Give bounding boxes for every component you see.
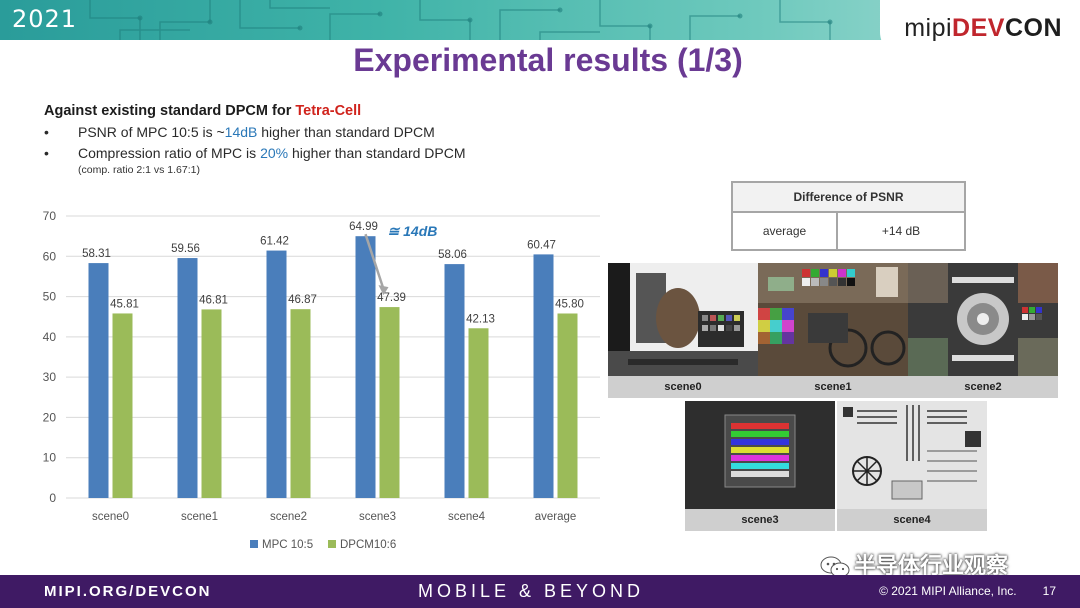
legend-swatch — [250, 540, 258, 548]
subtitle: Against existing standard DPCM for Tetra… — [44, 103, 362, 119]
bar-mpc-10-5-average — [533, 254, 554, 498]
x-tick-label: scene2 — [270, 511, 307, 523]
bar-dpcm10-6-scene1 — [201, 309, 222, 498]
slide-title: Experimental results (1/3) — [353, 42, 743, 78]
y-tick-label: 0 — [49, 491, 56, 505]
data-label: 58.06 — [438, 249, 467, 261]
scene4-caption: scene4 — [837, 509, 987, 531]
watermark: 半导体行业观察 — [820, 548, 1008, 580]
y-tick-label: 50 — [43, 290, 57, 304]
difference-arrow-head — [378, 285, 389, 296]
psnr-table-label: average — [731, 211, 838, 251]
bar-mpc-10-5-scene2 — [266, 250, 287, 498]
footer-copyright: © 2021 MIPI Alliance, Inc. 17 — [879, 584, 1056, 598]
data-label: 45.80 — [555, 298, 584, 310]
footer-bar: MIPI.ORG/DEVCON MOBILE & BEYOND © 2021 M… — [0, 575, 1080, 608]
scene4-thumbnail: scene4 — [837, 401, 987, 531]
bullet-psnr: • PSNR of MPC 10:5 is ~14dB higher than s… — [44, 124, 435, 140]
data-label: 61.42 — [260, 236, 289, 248]
logo-box: mipiDEVCON — [880, 0, 1080, 58]
psnr-bar-chart: 0 10 20 30 40 50 60 70 scene0 58.31 45.81 scene1 59.… — [43, 209, 600, 551]
bar-dpcm10-6-scene2 — [290, 309, 311, 498]
scene3-caption: scene3 — [685, 509, 835, 531]
wechat-icon — [820, 556, 850, 578]
legend-label: DPCM10:6 — [340, 539, 396, 551]
circuit-pattern — [89, 0, 833, 40]
difference-annotation: ≅ 14dB — [388, 223, 438, 239]
y-tick-label: 70 — [43, 209, 57, 223]
bar-dpcm10-6-scene0 — [112, 313, 133, 498]
data-label: 60.47 — [527, 239, 556, 251]
scene1-caption: scene1 — [758, 376, 908, 398]
y-tick-label: 60 — [43, 249, 57, 263]
mipi-devcon-logo: mipiDEVCON — [904, 14, 1062, 42]
y-tick-label: 30 — [43, 370, 57, 384]
bar-mpc-10-5-scene1 — [177, 258, 198, 498]
bar-mpc-10-5-scene4 — [444, 264, 465, 498]
page-number: 17 — [1042, 584, 1056, 598]
data-label: 59.56 — [171, 243, 200, 255]
data-label: 46.87 — [288, 294, 317, 306]
bar-mpc-10-5-scene3 — [355, 236, 376, 498]
scene0-thumbnail: scene0 — [608, 263, 758, 398]
data-label: 58.31 — [82, 248, 111, 260]
legend-label: MPC 10:5 — [262, 539, 313, 551]
x-tick-label: scene4 — [448, 511, 486, 523]
legend-swatch — [328, 540, 336, 548]
year-label: 2021 — [12, 5, 78, 33]
data-label: 47.39 — [377, 292, 406, 304]
bullet-compression: • Compression ratio of MPC is 20% higher … — [44, 145, 466, 161]
bar-dpcm10-6-scene4 — [468, 328, 489, 498]
bar-dpcm10-6-scene3 — [379, 307, 400, 498]
difference-arrow — [364, 233, 385, 290]
data-label: 42.13 — [466, 313, 495, 325]
x-tick-label: average — [535, 511, 577, 523]
bar-mpc-10-5-scene0 — [88, 263, 109, 498]
data-label: 45.81 — [110, 298, 139, 310]
footer-url: MIPI.ORG/DEVCON — [44, 583, 212, 600]
bar-dpcm10-6-average — [557, 313, 578, 498]
psnr-table-value: +14 dB — [836, 211, 966, 251]
data-label: 64.99 — [349, 221, 378, 233]
scene3-thumbnail: scene3 — [685, 401, 835, 531]
psnr-table-header: Difference of PSNR — [731, 181, 966, 213]
scene1-thumbnail: scene1 — [758, 263, 908, 398]
footer-tagline: MOBILE & BEYOND — [418, 581, 645, 601]
x-tick-label: scene1 — [181, 511, 218, 523]
y-tick-label: 40 — [43, 330, 57, 344]
scene2-thumbnail: scene2 — [908, 263, 1058, 398]
psnr-difference-table: Difference of PSNR average +14 dB — [731, 181, 966, 251]
x-tick-label: scene3 — [359, 511, 396, 523]
scene2-caption: scene2 — [908, 376, 1058, 398]
y-tick-label: 20 — [43, 410, 57, 424]
y-tick-label: 10 — [43, 451, 57, 465]
data-label: 46.81 — [199, 294, 228, 306]
x-tick-label: scene0 — [92, 511, 129, 523]
scene0-caption: scene0 — [608, 376, 758, 398]
comp-ratio-note: (comp. ratio 2:1 vs 1.67:1) — [78, 164, 200, 176]
